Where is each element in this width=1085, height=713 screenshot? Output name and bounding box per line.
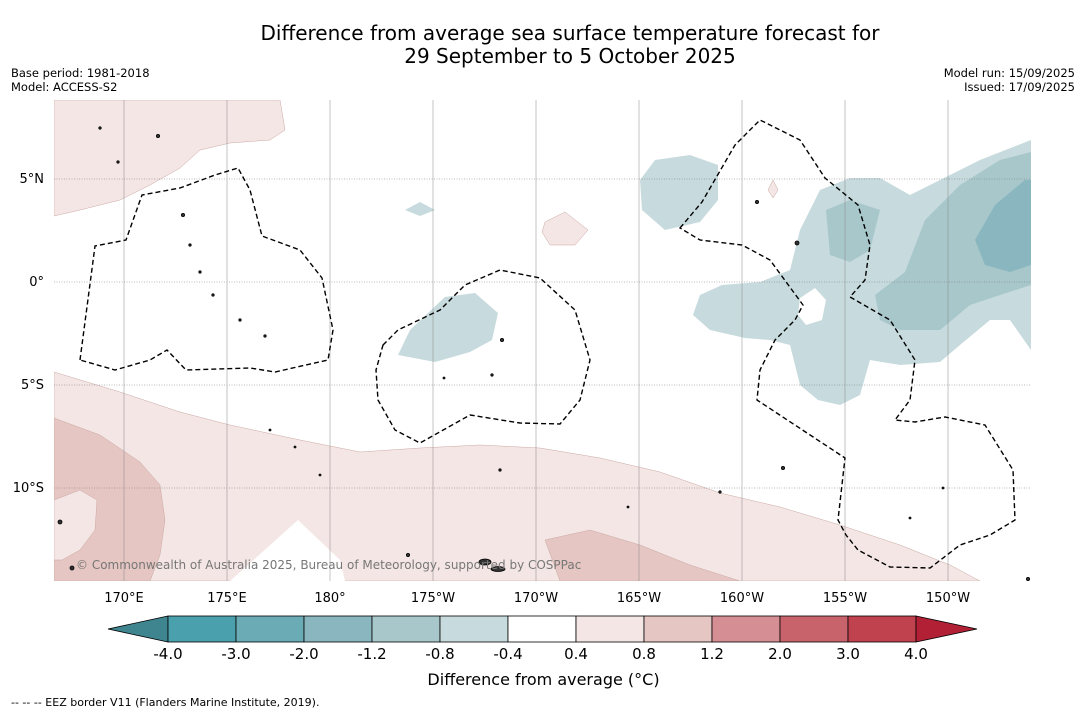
colorbar-tick-label: 0.4 — [564, 645, 588, 663]
lat-labels: 5°N 0° 5°S 10°S — [13, 172, 44, 496]
colorbar-tick-label: 2.0 — [768, 645, 792, 663]
warm-patch-equator — [541, 211, 589, 246]
eez-footnote: -- -- -- EEZ border V11 (Flanders Marine… — [11, 696, 320, 709]
colorbar-tick-label: 3.0 — [836, 645, 860, 663]
colorbar-tick-label: -1.2 — [357, 645, 386, 663]
colorbar-segment — [439, 615, 509, 643]
meta-left: Base period: 1981-2018 Model: ACCESS-S2 — [11, 66, 150, 94]
lon-label: 155°W — [823, 591, 867, 606]
lon-label: 180° — [314, 591, 345, 606]
lon-label: 175°W — [411, 591, 455, 606]
lon-label: 170°E — [104, 591, 144, 606]
lon-label: 165°W — [617, 591, 661, 606]
colorbar-arrow-low — [107, 615, 169, 643]
colorbar-segment — [847, 615, 917, 643]
eez-borders — [79, 119, 1016, 569]
cool-region-east-mid2 — [875, 152, 1031, 330]
cool-hole — [798, 288, 826, 325]
colorbar-label: Difference from average (°C) — [427, 670, 660, 689]
issued-date: Issued: 17/09/2025 — [964, 80, 1075, 94]
model-name: Model: ACCESS-S2 — [11, 80, 118, 94]
warm-patch-small — [767, 179, 779, 199]
colorbar-arrow-high — [915, 615, 978, 643]
colorbar-tick-label: 4.0 — [904, 645, 928, 663]
lon-label: 150°W — [926, 591, 970, 606]
base-period: Base period: 1981-2018 — [11, 66, 150, 80]
copyright-notice: © Commonwealth of Australia 2025, Bureau… — [76, 558, 582, 572]
lat-label: 5°S — [21, 378, 44, 393]
meridians — [123, 100, 949, 581]
lon-labels: 170°E 175°E 180° 175°W 170°W 165°W 160°W… — [104, 591, 970, 606]
colorbar-segment — [507, 615, 577, 643]
map-frame — [54, 100, 1031, 581]
colorbar-tick-label: 1.2 — [700, 645, 724, 663]
cool-region-east-mid — [826, 200, 880, 262]
warm-region-se-strong — [544, 529, 741, 581]
colorbar-segment — [371, 615, 441, 643]
islands — [57, 126, 1030, 581]
cool-patch-west — [405, 202, 435, 216]
map-title: Difference from average sea surface temp… — [0, 22, 1085, 68]
colorbar-tick-label: -4.0 — [153, 645, 182, 663]
meta-right: Model run: 15/09/2025 Issued: 17/09/2025 — [944, 66, 1075, 94]
colorbar-tick-label: -2.0 — [289, 645, 318, 663]
cool-patch-central — [398, 293, 498, 362]
lon-label: 170°W — [514, 591, 558, 606]
colorbar-segment — [235, 615, 305, 643]
colorbar-tick-label: -0.4 — [493, 645, 522, 663]
warm-inner-patch — [54, 489, 98, 561]
colorbar-segment — [779, 615, 849, 643]
warm-region-south — [54, 371, 981, 581]
colorbar-tick-label: -3.0 — [221, 645, 250, 663]
colorbar-segment — [575, 615, 645, 643]
model-run: Model run: 15/09/2025 — [943, 66, 1075, 80]
lat-label: 10°S — [13, 481, 44, 496]
lat-label: 0° — [29, 275, 44, 290]
lon-label: 175°E — [207, 591, 247, 606]
lat-label: 5°N — [20, 172, 45, 187]
colorbar-tick-label: 0.8 — [632, 645, 656, 663]
white-notch — [230, 520, 345, 581]
cool-patch-north — [640, 155, 718, 230]
lon-label: 160°W — [720, 591, 764, 606]
graticule — [54, 178, 1031, 489]
colorbar-segment — [167, 615, 237, 643]
colorbar-tick-label: -0.8 — [425, 645, 454, 663]
colorbar: -4.0 -3.0 -2.0 -1.2 -0.8 -0.4 0.4 0.8 1.2 2.0 3.0 4… — [107, 615, 978, 663]
cool-region-east-strong — [975, 180, 1031, 272]
title-line-2: 29 September to 5 October 2025 — [404, 44, 736, 68]
title-line-1: Difference from average sea surface temp… — [260, 21, 880, 45]
colorbar-segment — [711, 615, 781, 643]
colorbar-segment — [643, 615, 713, 643]
colorbar-segment — [303, 615, 373, 643]
